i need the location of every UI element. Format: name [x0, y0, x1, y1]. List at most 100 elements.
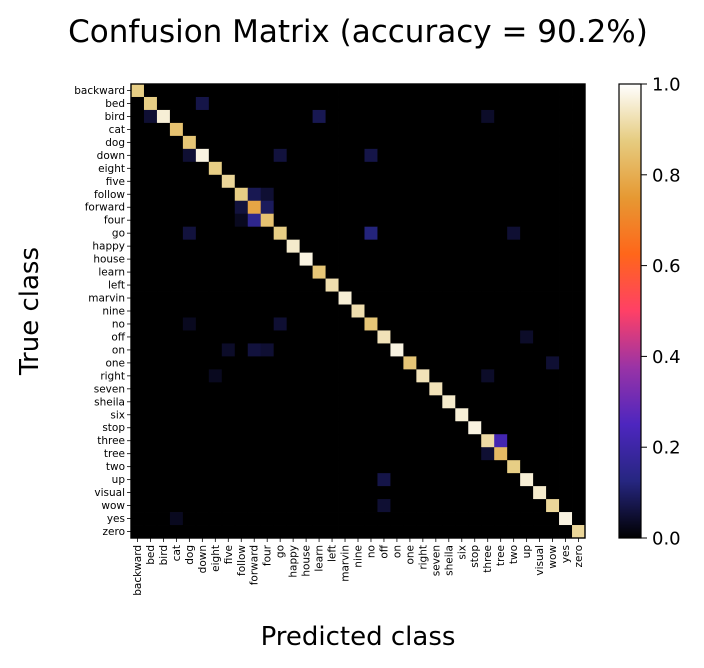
colorbar	[618, 83, 642, 539]
y-tick-label: backward	[74, 85, 125, 97]
heatmap-cell	[403, 226, 417, 241]
heatmap-cell	[546, 174, 560, 189]
heatmap-cell	[195, 122, 210, 137]
heatmap-cell	[559, 291, 573, 305]
heatmap-cell	[338, 408, 352, 422]
heatmap-cell	[442, 356, 456, 370]
heatmap-cell	[299, 512, 313, 526]
heatmap-cell	[143, 499, 158, 513]
x-tick-label: two	[508, 545, 520, 564]
heatmap-cell	[234, 447, 249, 461]
heatmap-cell	[131, 148, 145, 163]
heatmap-cell	[559, 174, 573, 189]
heatmap-cell	[481, 122, 495, 137]
heatmap-cell	[156, 252, 171, 266]
heatmap-cell	[403, 96, 417, 111]
heatmap-cell	[520, 434, 534, 448]
heatmap-cell	[403, 512, 417, 526]
x-tick-label: marvin	[340, 545, 352, 582]
heatmap-cell	[559, 434, 573, 448]
x-tick-label: zero	[573, 545, 585, 567]
heatmap-cell	[286, 109, 301, 124]
x-tick-label: no	[365, 545, 377, 558]
heatmap-cell	[325, 434, 339, 448]
heatmap-cell	[169, 278, 184, 292]
heatmap-cell	[131, 317, 145, 331]
heatmap-cell	[156, 265, 171, 279]
heatmap-cell	[143, 447, 158, 461]
heatmap-cell	[286, 369, 301, 383]
heatmap-cell	[247, 512, 262, 526]
heatmap-cell	[494, 135, 508, 150]
heatmap-cell	[364, 434, 378, 448]
heatmap-cell	[533, 356, 547, 370]
heatmap-cell	[299, 434, 313, 448]
heatmap-cell	[234, 122, 249, 137]
heatmap-cell	[364, 174, 378, 189]
heatmap-cell	[247, 486, 262, 500]
heatmap-cell	[338, 525, 352, 539]
heatmap-cell	[546, 486, 560, 500]
heatmap-cell	[546, 408, 560, 422]
heatmap-cell	[377, 122, 391, 137]
heatmap-cell	[312, 161, 326, 176]
heatmap-cell	[416, 174, 430, 189]
heatmap-cell	[481, 213, 495, 228]
heatmap-cell	[182, 356, 197, 370]
heatmap-cell	[559, 265, 573, 279]
heatmap-cell	[312, 486, 326, 500]
heatmap-cell	[221, 525, 236, 539]
heatmap-cell	[260, 512, 275, 526]
heatmap-cell	[131, 109, 145, 124]
heatmap-cell	[221, 239, 236, 254]
heatmap-cell	[299, 525, 313, 539]
heatmap-cell	[156, 174, 171, 189]
heatmap-cell	[507, 499, 521, 513]
heatmap-cell	[351, 278, 365, 292]
heatmap-cell	[273, 317, 288, 331]
heatmap-cell	[520, 135, 534, 150]
heatmap-cell	[143, 291, 158, 305]
heatmap-cell	[507, 421, 521, 435]
heatmap-cell	[338, 330, 352, 344]
heatmap-cell	[546, 265, 560, 279]
heatmap-cell	[572, 421, 586, 435]
heatmap-cell	[429, 460, 443, 474]
heatmap-cell	[286, 161, 301, 176]
heatmap-cell	[377, 330, 391, 344]
heatmap-cell	[533, 291, 547, 305]
heatmap-cell	[442, 460, 456, 474]
heatmap-cell	[325, 395, 339, 409]
heatmap-cell	[403, 239, 417, 254]
heatmap-cell	[260, 213, 275, 228]
heatmap-cell	[312, 434, 326, 448]
heatmap-cell	[234, 356, 249, 370]
heatmap-cell	[416, 434, 430, 448]
heatmap-cell	[416, 408, 430, 422]
heatmap-cell	[338, 356, 352, 370]
heatmap-cell	[325, 213, 339, 228]
heatmap-cell	[195, 109, 210, 124]
heatmap-cell	[559, 421, 573, 435]
heatmap-cell	[468, 161, 482, 176]
heatmap-cell	[156, 408, 171, 422]
heatmap-cell	[169, 291, 184, 305]
heatmap-cell	[286, 239, 301, 254]
heatmap-cell	[338, 382, 352, 396]
heatmap-cell	[208, 434, 223, 448]
heatmap-cell	[559, 122, 573, 137]
heatmap-cell	[468, 525, 482, 539]
heatmap-cell	[131, 447, 145, 461]
heatmap-cell	[260, 239, 275, 254]
heatmap-cell	[416, 447, 430, 461]
heatmap-cell	[403, 382, 417, 396]
heatmap-cell	[377, 174, 391, 189]
heatmap-cell	[156, 187, 171, 202]
heatmap-cell	[533, 525, 547, 539]
heatmap-cell	[325, 382, 339, 396]
heatmap-cell	[131, 135, 145, 150]
heatmap-cell	[546, 122, 560, 137]
y-tick-label: bed	[105, 98, 125, 110]
heatmap-cell	[338, 304, 352, 318]
heatmap-cell	[247, 265, 262, 279]
